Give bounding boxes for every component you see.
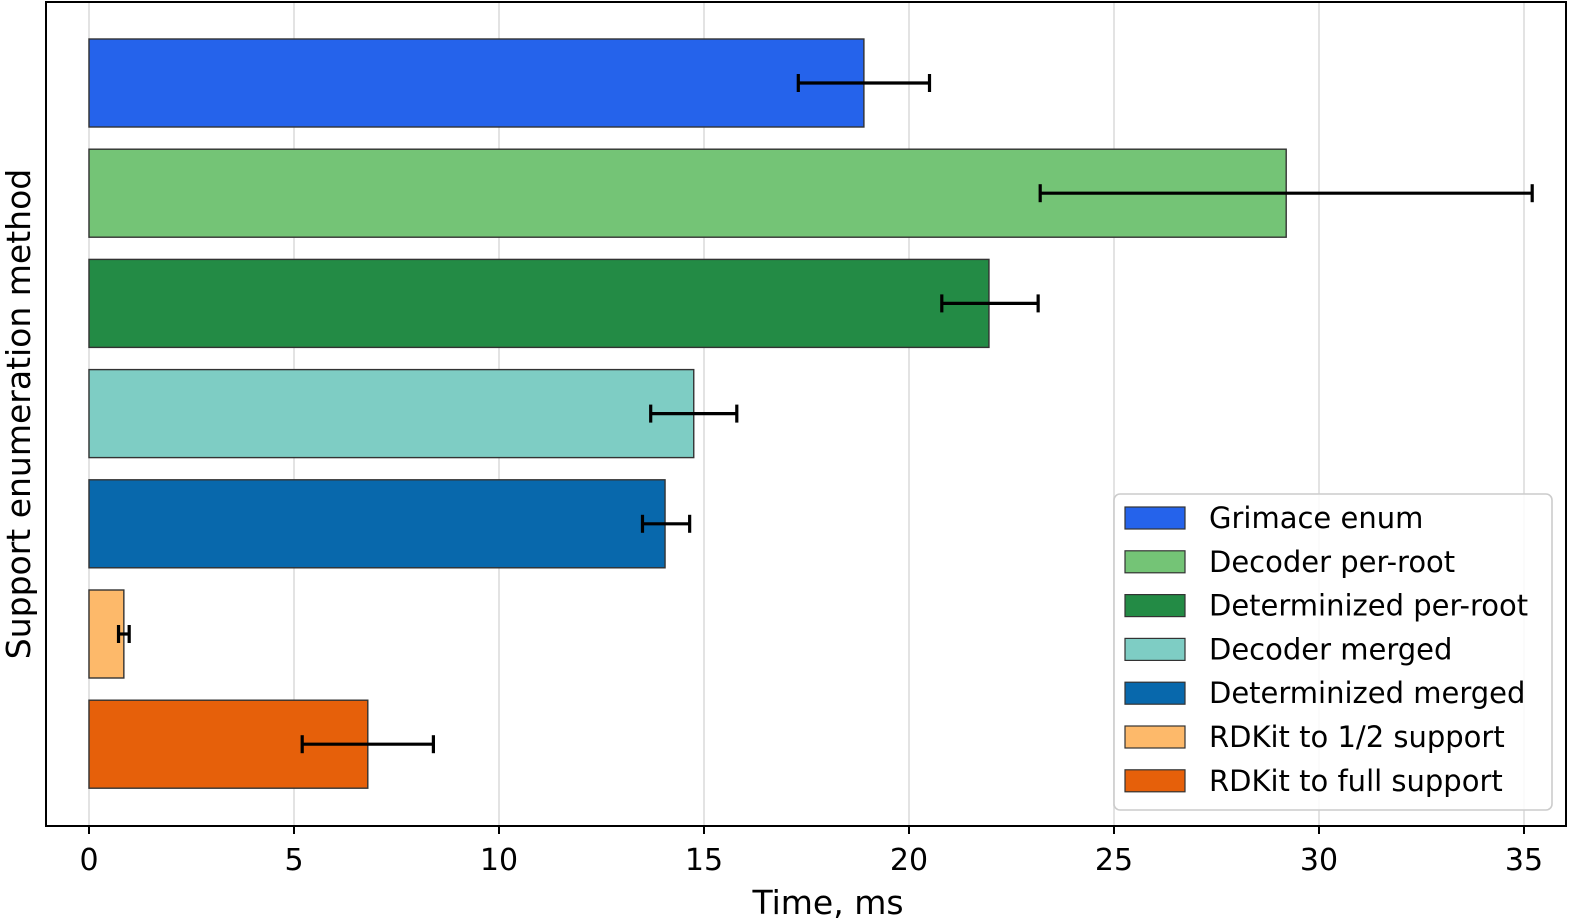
error-bar [116,625,131,643]
legend-item: Determinized per-root [1124,589,1528,623]
bar [88,368,695,459]
legend-swatch [1124,725,1186,749]
legend: Grimace enum Decoder per-root Determinized… [1113,493,1553,811]
bar [88,258,990,349]
legend-item: Decoder per-root [1124,545,1455,579]
error-bar [796,74,932,92]
x-axis-label: Time, ms [751,883,903,922]
x-tick-label: 35 [1505,843,1543,878]
legend-item: RDKit to full support [1124,764,1503,798]
legend-swatch [1124,681,1186,705]
x-tick-label: 15 [685,843,723,878]
bar [88,479,666,569]
x-tick-label: 0 [79,843,98,878]
legend-box [1113,493,1553,811]
error-bar [640,514,692,533]
legend-label: RDKit to 1/2 support [1209,720,1505,754]
legend-swatch [1124,506,1186,530]
x-tick-label: 10 [480,843,518,878]
x-tick-label: 30 [1300,843,1338,878]
x-tick-label: 20 [890,843,928,878]
error-bar [940,294,1040,313]
legend-item: RDKit to 1/2 support [1124,720,1505,754]
legend-label: Decoder per-root [1209,545,1455,579]
legend-label: Determinized per-root [1209,589,1528,623]
x-tick-label: 25 [1095,843,1133,878]
legend-label: Grimace enum [1209,501,1423,535]
plot-frame [45,1,1567,827]
legend-swatch [1124,769,1186,793]
legend-swatch [1124,550,1186,574]
legend-label: Decoder merged [1209,632,1452,666]
legend-item: Grimace enum [1124,501,1423,535]
error-bar [300,735,435,754]
y-axis-label: Support enumeration method [0,169,38,659]
legend-item: Decoder merged [1124,632,1452,666]
legend-item: Determinized merged [1124,676,1525,710]
bar [88,38,865,128]
error-bar [649,404,739,423]
legend-label: Determinized merged [1209,676,1525,710]
legend-label: RDKit to full support [1209,764,1503,798]
error-bars [116,74,1534,754]
bars [88,38,1287,789]
legend-swatch [1124,637,1186,662]
legend-swatch [1124,593,1186,618]
x-axis-ticks: 0 5 10 15 20 25 30 35 [79,826,1543,878]
x-tick-label: 5 [284,843,303,878]
error-bar [1038,184,1534,203]
